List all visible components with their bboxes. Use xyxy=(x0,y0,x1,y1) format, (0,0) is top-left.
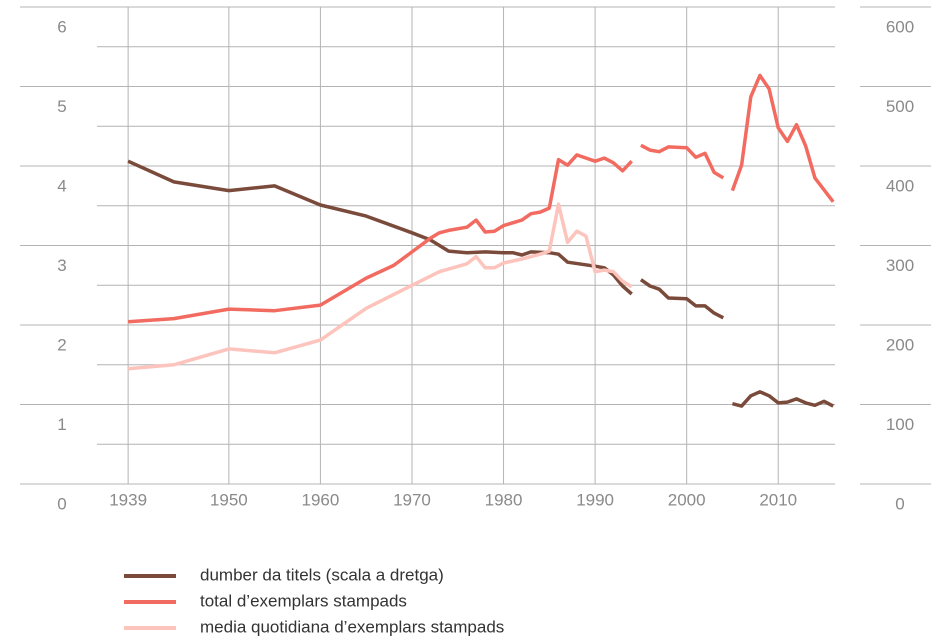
y2-tick-label: 200 xyxy=(886,335,914,354)
x-tick-label: 1990 xyxy=(576,490,614,509)
x-tick-label: 1950 xyxy=(210,490,248,509)
x-tick-label: 2000 xyxy=(668,490,706,509)
legend-label: total d’exemplars stampads xyxy=(200,591,407,610)
x-tick-label: 1939 xyxy=(109,490,147,509)
series-line xyxy=(127,202,633,371)
y-tick-label: 4 xyxy=(57,176,66,195)
x-tick-label: 1960 xyxy=(302,490,340,509)
series-line xyxy=(127,159,835,408)
y-tick-label: 2 xyxy=(57,335,66,354)
x-tick-label: 1970 xyxy=(393,490,431,509)
legend-label: dumber da titels (scala a dretga) xyxy=(200,565,444,584)
x-tick-label: 1980 xyxy=(485,490,523,509)
y-tick-label: 5 xyxy=(57,97,66,116)
y-tick-label: 0 xyxy=(57,494,66,513)
y2-tick-label: 0 xyxy=(895,494,904,513)
y2-tick-label: 500 xyxy=(886,97,914,116)
legend-label: media quotidiana d’exemplars stampads xyxy=(200,617,504,636)
series-line xyxy=(127,73,835,324)
y-tick-label: 1 xyxy=(57,415,66,434)
y-tick-label: 6 xyxy=(57,17,66,36)
y2-tick-label: 300 xyxy=(886,256,914,275)
y2-tick-label: 100 xyxy=(886,415,914,434)
y2-tick-label: 600 xyxy=(886,17,914,36)
x-tick-label: 2010 xyxy=(759,490,797,509)
y-tick-label: 3 xyxy=(57,256,66,275)
y2-tick-label: 400 xyxy=(886,176,914,195)
